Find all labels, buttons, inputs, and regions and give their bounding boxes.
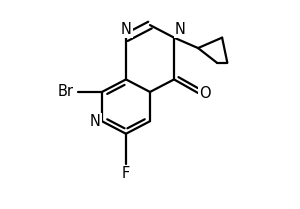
Text: N: N <box>175 22 186 37</box>
Text: Br: Br <box>57 84 74 99</box>
Text: N: N <box>121 22 131 37</box>
Text: F: F <box>122 166 130 181</box>
Text: N: N <box>90 114 101 129</box>
Text: O: O <box>199 85 211 101</box>
